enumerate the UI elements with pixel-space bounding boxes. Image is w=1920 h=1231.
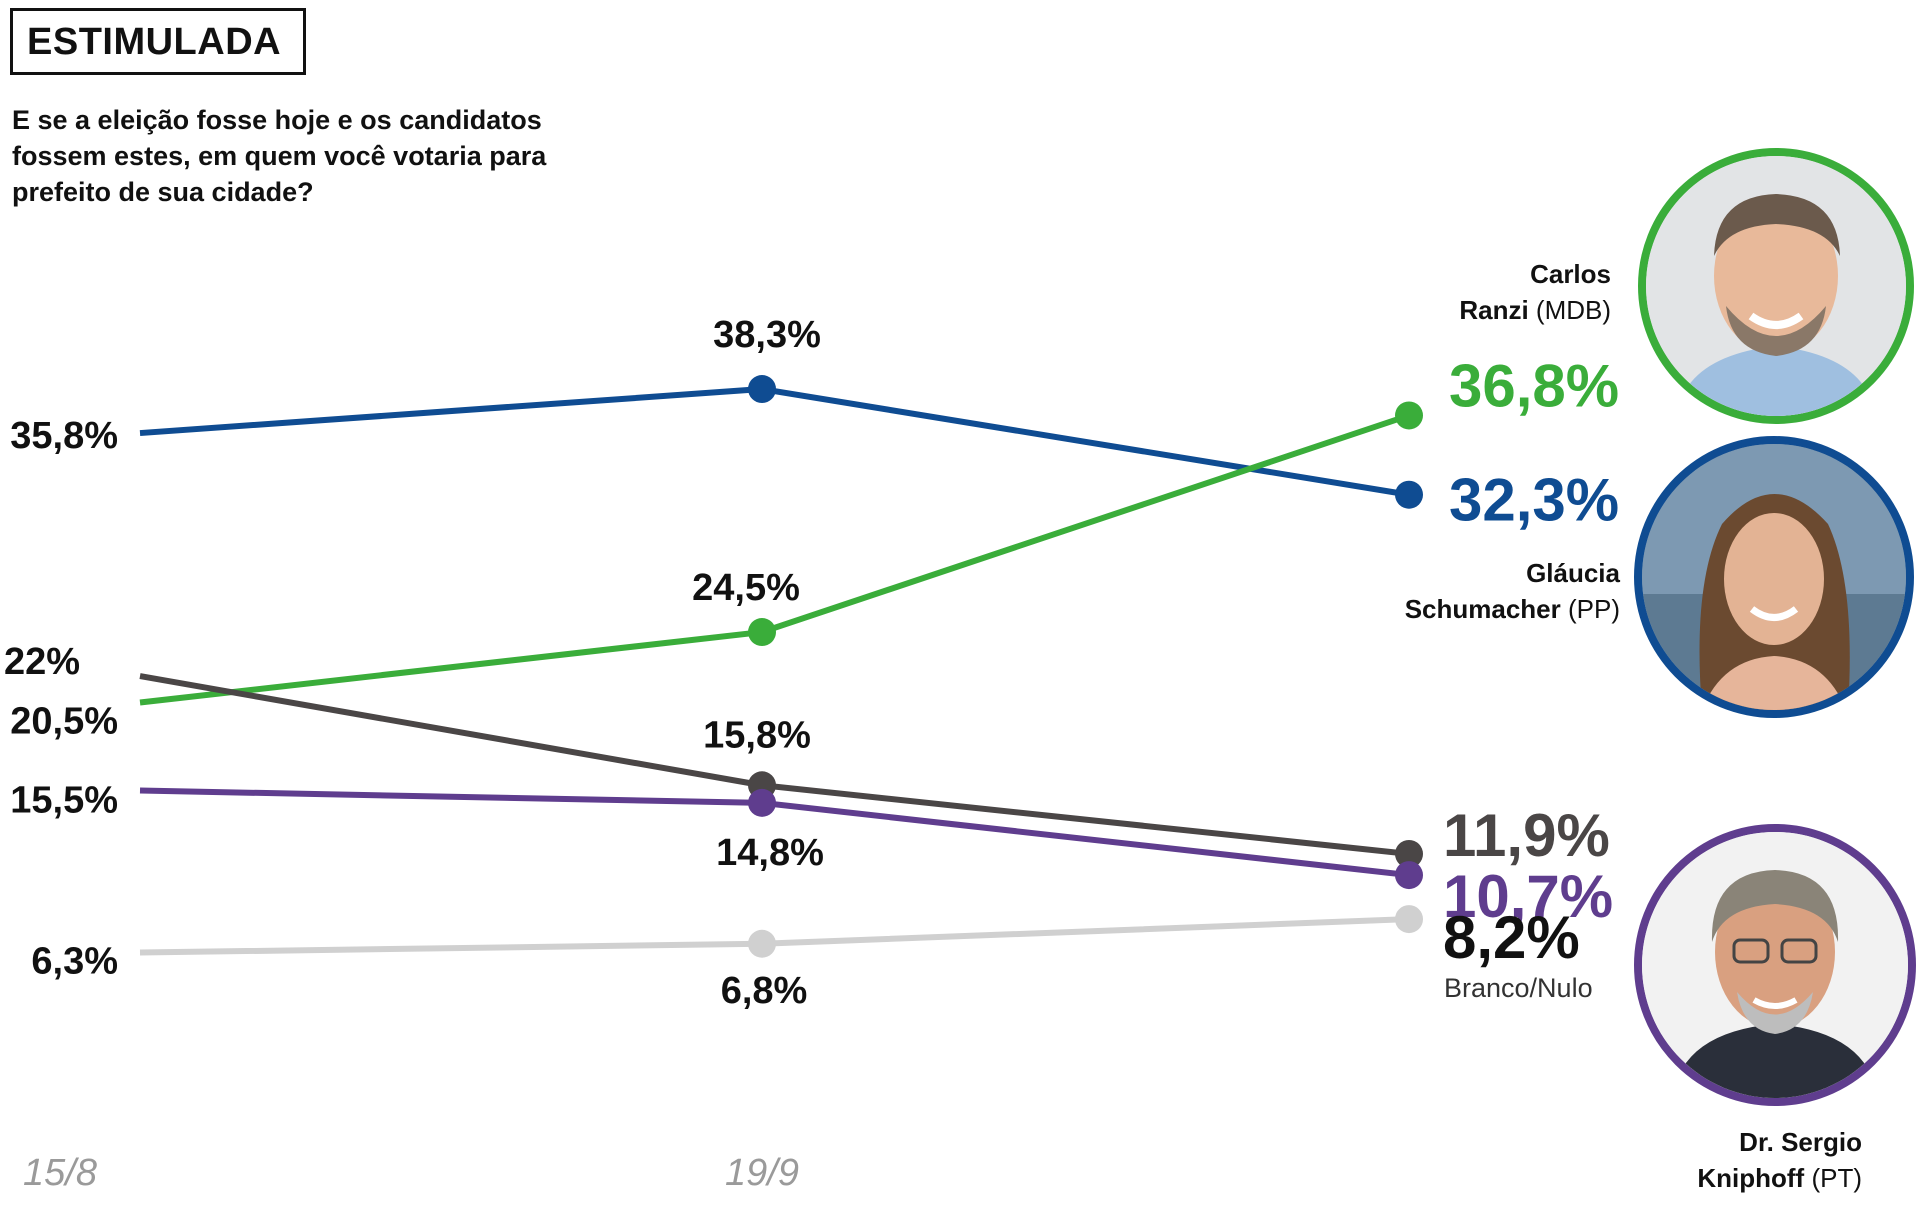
glaucia-photo [1634, 436, 1914, 718]
kniphoff-party: (PT) [1811, 1163, 1862, 1193]
ranzi-point-2 [748, 618, 776, 647]
gray-line [139, 673, 1410, 857]
branco-nulo-label-2: 6,8% [721, 970, 808, 1012]
glaucia-first-name: Gláucia [1526, 558, 1620, 588]
kniphoff-point-3 [1395, 861, 1423, 890]
ranzi-line [139, 412, 1410, 706]
kniphoff-label-2: 14,8% [716, 832, 824, 874]
gray-point-3 [1395, 839, 1423, 868]
glaucia-point-2 [748, 375, 776, 404]
branco-nulo-label-1: 6,3% [31, 941, 118, 983]
x-tick-label-1: 15/8 [23, 1152, 97, 1194]
ranzi-label-1: 20,5% [10, 700, 118, 742]
branco-nulo-series-name: Branco/Nulo [1444, 973, 1593, 1003]
kniphoff-label-1: 15,5% [10, 780, 118, 822]
ranzi-point-3 [1395, 401, 1423, 430]
branco-nulo-label-3: 8,2% [1443, 904, 1580, 971]
glaucia-label-3: 32,3% [1449, 467, 1619, 534]
glaucia-label-1: 35,8% [10, 415, 118, 457]
kniphoff-point-2 [748, 788, 776, 817]
glaucia-label-2: 38,3% [713, 314, 821, 356]
gray-label-2: 15,8% [703, 714, 811, 756]
branco-nulo-point-2 [748, 929, 776, 958]
ranzi-label-2: 24,5% [692, 567, 800, 609]
ranzi-photo [1638, 148, 1914, 424]
branco-nulo-point-3 [1395, 905, 1423, 934]
ranzi-party: (MDB) [1535, 295, 1611, 325]
kniphoff-photo [1634, 824, 1916, 1106]
glaucia-party: (PP) [1568, 594, 1620, 624]
kniphoff-name-label: Dr. Sergio Kniphoff (PT) [1697, 1124, 1862, 1196]
kniphoff-label-3: 10,7% [1443, 863, 1613, 930]
ranzi-last-name: Ranzi [1459, 295, 1529, 325]
glaucia-point-3 [1395, 480, 1423, 509]
x-tick-label-2: 19/9 [725, 1152, 799, 1194]
gray-label-1: 22% [4, 641, 80, 683]
kniphoff-last-name: Kniphoff [1697, 1163, 1805, 1193]
ranzi-first-name: Carlos [1530, 259, 1611, 289]
chart-title: ESTIMULADA [10, 8, 307, 75]
glaucia-last-name: Schumacher [1404, 594, 1561, 624]
ranzi-label-3: 36,8% [1449, 352, 1619, 419]
gray-label-3: 11,9% [1443, 802, 1610, 869]
kniphoff-first-name: Dr. Sergio [1739, 1127, 1862, 1157]
glaucia-name-label: Gláucia Schumacher (PP) [1405, 555, 1620, 627]
ranzi-name-label: Carlos Ranzi (MDB) [1459, 256, 1611, 328]
chart-subtitle: E se a eleição fosse hoje e os candidato… [12, 105, 547, 207]
